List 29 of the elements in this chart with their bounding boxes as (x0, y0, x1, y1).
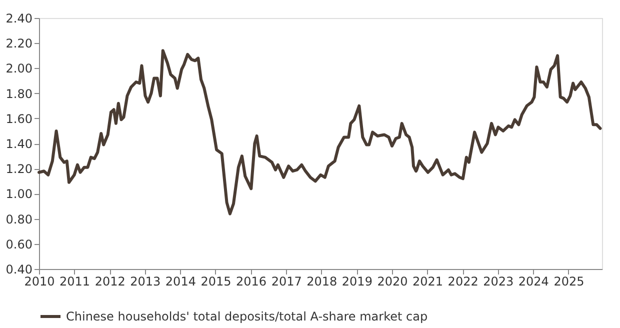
x-tick-label: 2020 (377, 274, 408, 288)
y-tick-label: 1.20 (6, 162, 32, 176)
y-tick-label: 2.40 (6, 12, 32, 26)
y-tick-label: 1.00 (6, 187, 32, 202)
y-tick-label: 1.80 (6, 86, 32, 101)
x-tick-label: 2010 (24, 274, 55, 288)
x-tick-label: 2025 (554, 274, 584, 288)
y-tick-label: 0.60 (6, 237, 32, 252)
x-tick-label: 2019 (342, 274, 372, 288)
x-tick-label: 2014 (165, 274, 196, 288)
y-tick-label: 2.20 (6, 36, 32, 51)
legend-label: Chinese households' total deposits/total A-share market cap (66, 310, 428, 324)
x-tick-label: 2013 (130, 274, 161, 288)
x-tick-label: 2011 (60, 274, 90, 288)
x-tick-label: 2024 (518, 274, 549, 288)
y-tick-label: 0.80 (6, 212, 32, 226)
x-tick-label: 2022 (448, 274, 478, 288)
x-tick-label: 2018 (306, 274, 338, 288)
x-tick-label: 2015 (200, 274, 232, 288)
x-tick-label: 2016 (236, 274, 267, 288)
x-tick-label: 2023 (483, 274, 514, 288)
x-tick-label: 2012 (94, 274, 126, 288)
x-tick-label: 2017 (271, 274, 302, 288)
y-tick-label: 0.40 (6, 262, 32, 276)
y-tick-label: 1.60 (6, 112, 32, 126)
x-tick-label: 2021 (412, 274, 444, 288)
line-series (38, 49, 602, 216)
y-tick-label: 1.40 (6, 137, 32, 151)
y-tick-label: 2.00 (6, 62, 32, 76)
